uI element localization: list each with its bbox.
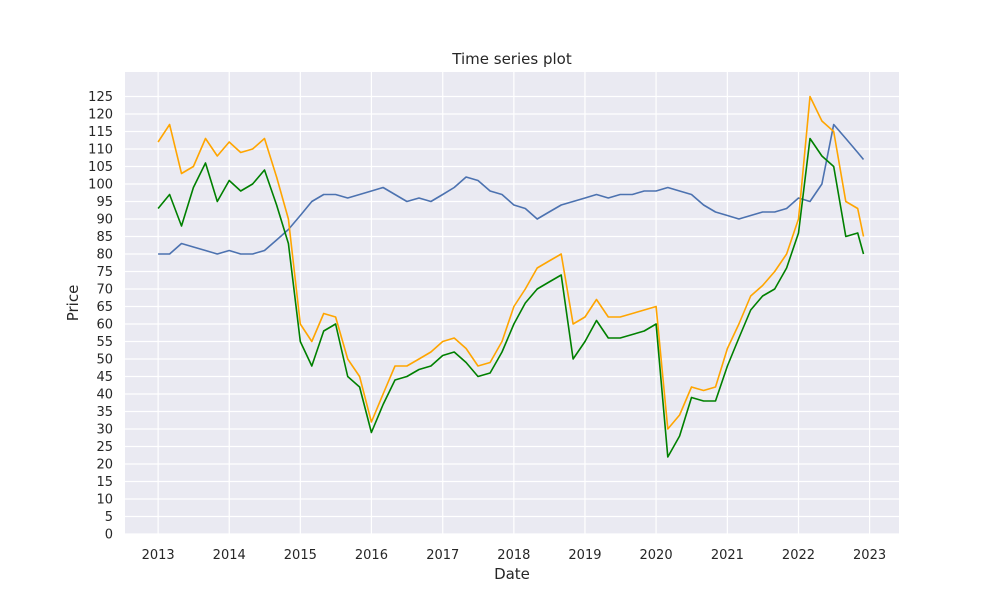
x-tick-label: 2021 [711,548,744,563]
y-tick-label: 40 [96,388,113,403]
y-tick-label: 75 [96,265,113,280]
y-tick-label: 0 [105,528,113,543]
grid-lines [125,72,899,535]
x-tick-label: 2013 [142,548,175,563]
x-tick-label: 2015 [284,548,317,563]
x-tick-label: 2018 [497,548,530,563]
x-tick-label: 2023 [853,548,886,563]
x-tick-label: 2022 [782,548,815,563]
y-tick-labels: 0 5 10 15 20 25 30 35 40 45 50 55 60 65 70 75 80 85 90 95 10… [88,90,113,543]
y-tick-label: 55 [96,335,113,350]
y-tick-label: 105 [88,160,113,175]
y-tick-label: 70 [96,283,113,298]
series-line-1 [158,123,865,255]
y-tick-label: 5 [105,510,113,525]
x-tick-label: 2020 [640,548,673,563]
y-tick-label: 30 [96,423,113,438]
y-tick-label: 10 [96,493,113,508]
y-tick-label: 80 [96,248,113,263]
x-tick-labels: 2013 2014 2015 2016 2017 2018 2019 2020 2021 2022… [142,548,887,563]
y-tick-label: 85 [96,230,113,245]
y-tick-label: 25 [96,440,113,455]
y-tick-label: 110 [88,143,113,158]
y-tick-label: 50 [96,353,113,368]
plot-background [125,72,899,534]
x-axis-label: Date [494,565,530,583]
y-tick-label: 45 [96,370,113,385]
series-line-3 [157,137,865,458]
series-line-2 [157,95,865,430]
y-tick-label: 35 [96,405,113,420]
y-tick-label: 100 [88,178,113,193]
chart-title: Time series plot [451,50,572,68]
y-tick-label: 125 [88,90,113,105]
x-tick-label: 2014 [213,548,246,563]
y-tick-label: 15 [96,475,113,490]
y-tick-label: 120 [88,108,113,123]
series-group [157,95,865,458]
y-tick-label: 65 [96,300,113,315]
x-tick-label: 2017 [426,548,459,563]
y-tick-label: 20 [96,458,113,473]
x-tick-label: 2016 [355,548,388,563]
y-tick-label: 90 [96,213,113,228]
x-tick-label: 2019 [568,548,601,563]
y-axis-label: Price [64,285,82,322]
y-tick-label: 60 [96,318,113,333]
y-tick-label: 95 [96,195,113,210]
y-tick-label: 115 [88,125,113,140]
